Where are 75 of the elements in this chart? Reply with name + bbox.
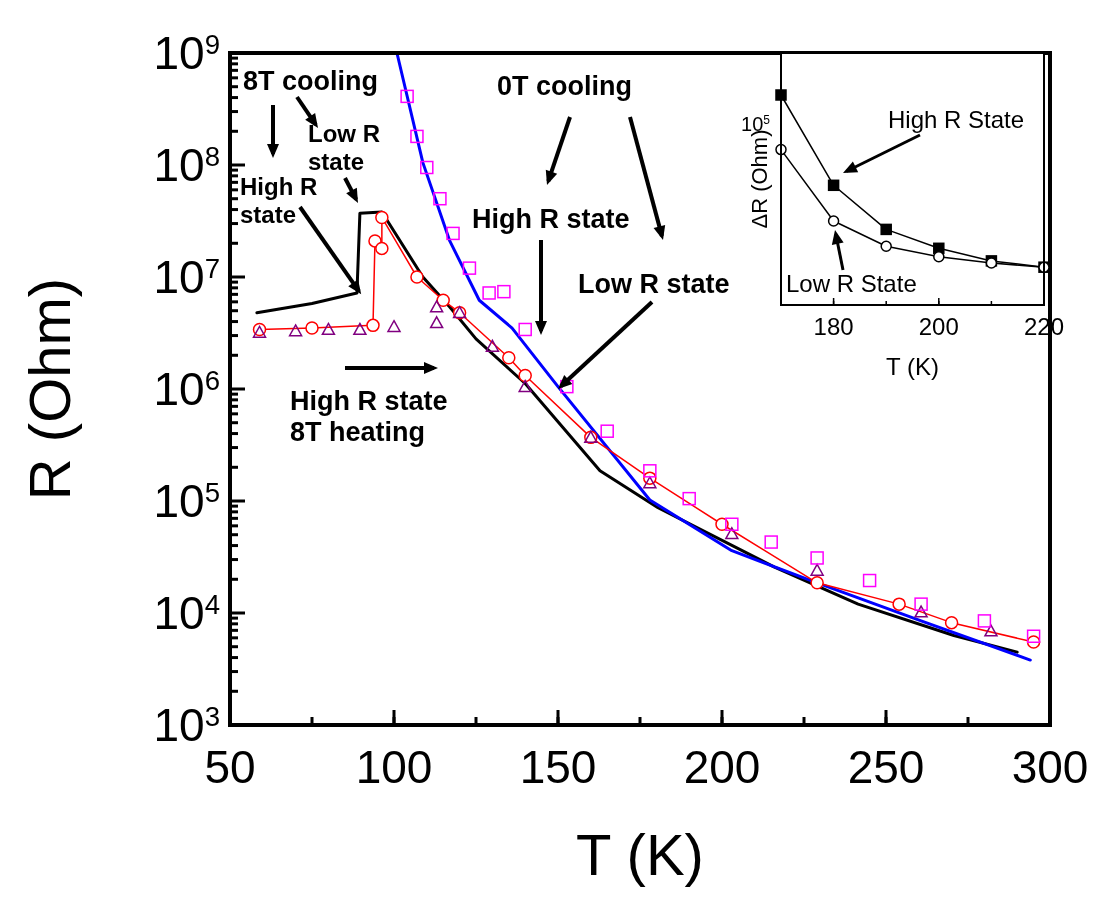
point <box>375 210 389 225</box>
y-tick-label: 10$^{6}$ <box>153 363 220 416</box>
annotation: 0T cooling <box>497 71 632 101</box>
point <box>827 179 840 192</box>
x-axis-title: T (K) <box>576 822 704 887</box>
y-tick-label: 10$^{4}$ <box>153 587 220 640</box>
annotation: Low R state <box>578 269 730 299</box>
point <box>984 624 998 637</box>
annotation: Low R State <box>786 270 917 297</box>
point <box>288 324 303 337</box>
annotation: High R State <box>888 106 1025 133</box>
point <box>387 319 401 333</box>
point <box>810 576 824 590</box>
point <box>725 527 739 540</box>
point <box>482 286 496 300</box>
x-tick-label: 150 <box>519 741 597 793</box>
point <box>410 129 424 144</box>
x-tick-label: 100 <box>355 741 433 793</box>
point <box>366 318 380 333</box>
point <box>643 476 657 489</box>
point <box>944 615 959 630</box>
point <box>429 316 444 329</box>
point <box>446 226 460 241</box>
x-tick-label: 250 <box>847 741 925 793</box>
annotation: High R state 8T heating <box>290 386 448 448</box>
point <box>420 160 434 175</box>
point <box>429 300 444 313</box>
point <box>518 322 532 337</box>
point <box>764 535 778 549</box>
point <box>502 351 516 365</box>
point <box>600 424 614 438</box>
point <box>725 517 739 531</box>
point <box>353 322 367 336</box>
point <box>933 250 945 263</box>
annotation: High R state <box>472 204 630 234</box>
point <box>518 379 532 393</box>
point <box>775 89 787 101</box>
point <box>914 597 928 611</box>
point <box>880 223 892 236</box>
x-tick-label: 200 <box>683 741 761 793</box>
point <box>810 563 824 576</box>
annotation: Low R state <box>308 120 380 175</box>
point <box>827 215 840 227</box>
point <box>643 464 657 478</box>
point <box>375 241 389 256</box>
point <box>436 293 450 307</box>
annotation: 8T cooling <box>243 66 378 96</box>
point <box>1026 629 1041 643</box>
y-tick-label: 10$^{9}$ <box>153 27 220 80</box>
point <box>560 379 574 394</box>
point <box>485 339 500 352</box>
x-axis-title: T (K) <box>886 353 939 380</box>
point <box>410 270 424 284</box>
point <box>321 322 336 336</box>
y-axis-title: R (Ohm) <box>17 277 82 501</box>
point <box>305 321 319 335</box>
point <box>862 573 877 588</box>
point <box>880 240 892 252</box>
point <box>462 261 477 275</box>
point <box>497 284 511 299</box>
point <box>400 89 414 104</box>
point <box>914 605 928 618</box>
point <box>810 551 824 565</box>
point <box>433 191 447 206</box>
x-tick-label: 200 <box>918 313 959 340</box>
y-tick-label: 10$^{5}$ <box>153 475 220 528</box>
point <box>518 368 532 383</box>
point <box>977 614 992 628</box>
y-tick-label: 10$^{7}$ <box>153 251 220 304</box>
annotation: High R state <box>240 173 318 228</box>
x-tick-label: 180 <box>813 313 854 340</box>
y-tick-label: 10$^{8}$ <box>153 139 220 192</box>
point <box>682 491 696 506</box>
point <box>892 597 906 611</box>
x-tick-label: 300 <box>1011 741 1089 793</box>
